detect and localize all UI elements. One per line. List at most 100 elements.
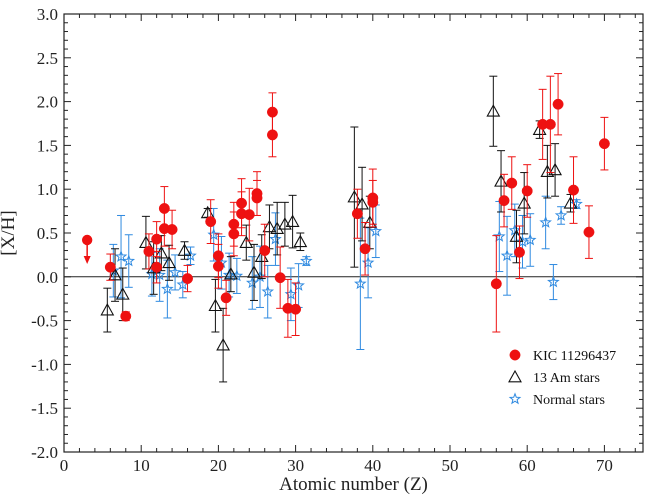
data-point [355,196,370,210]
legend-label: KIC 11296437 [533,349,616,364]
legend-label: 13 Am stars [533,371,600,386]
data-point [261,285,275,298]
data-point [114,250,128,263]
data-point [269,232,282,245]
data-point [293,234,308,248]
data-point [351,208,363,220]
data-point [251,192,263,204]
data-point [120,310,132,322]
data-point [292,278,305,291]
data-point [216,337,231,351]
data-point [223,267,238,280]
data-point [284,287,298,300]
data-point [514,246,525,258]
data-point [151,261,163,273]
data-point [359,243,371,255]
y-tick-label: -1.5 [31,399,58,418]
data-point [245,276,259,289]
data-point [369,224,383,237]
data-point [544,118,556,130]
data-point [516,235,529,248]
legend-marker [508,392,522,405]
data-point [300,254,313,267]
x-tick-label: 50 [442,456,459,475]
data-point [184,249,197,262]
series-filled-circle [104,73,610,338]
x-tick-label: 30 [287,456,304,475]
data-point [521,185,533,197]
data-point [548,162,563,176]
data-point [259,245,271,256]
data-point [490,278,502,290]
data-point [523,233,537,246]
data-point [182,273,193,285]
data-point [143,245,155,257]
y-tick-label: 1.0 [37,180,58,199]
data-point [539,215,552,228]
series-open-star [107,195,583,351]
data-point [108,267,122,281]
data-point [500,249,514,262]
data-point [290,303,302,315]
data-point [162,255,177,269]
x-tick-label: 60 [519,456,536,475]
legend-marker [508,369,522,383]
data-point [270,221,285,234]
data-point [220,292,232,304]
data-point [493,229,506,242]
data-point [583,226,595,238]
upper-limit-arrow-head [83,256,91,265]
data-point [115,287,130,300]
y-tick-label: 2.5 [37,49,58,68]
data-point [554,208,568,221]
data-point [552,98,564,110]
data-point [274,272,286,284]
data-point [239,235,254,248]
data-point [568,184,579,196]
upper-limit-point [81,234,93,246]
y-tick-label: 0.5 [37,224,58,243]
legend-marker [509,349,521,361]
plot-frame [63,13,644,453]
data-point [151,233,163,245]
data-point [161,282,174,295]
legend-label: Normal stars [533,393,605,408]
x-tick-label: 0 [60,456,69,475]
data-point [486,104,501,117]
data-point [177,243,192,256]
data-point [228,228,240,240]
data-point [168,265,182,278]
data-point [354,277,367,290]
data-point [205,216,217,228]
y-axis-title: [X/H] [0,210,19,255]
data-point [598,138,610,150]
data-point [166,224,178,235]
data-point [498,195,510,207]
x-tick-label: 40 [364,456,381,475]
data-point [247,265,261,278]
y-tick-label: 1.5 [37,136,58,155]
legend: KIC 11296437 13 Am stars Normal stars [508,349,616,408]
data-point [212,260,224,272]
data-point [122,254,136,267]
y-tick-label: 0.0 [37,268,58,287]
data-point [100,302,115,316]
y-tick-label: -1.0 [31,355,58,374]
marks-layer [81,73,610,383]
x-tick-label: 70 [596,456,613,475]
x-tick-label: 20 [210,456,227,475]
data-point [506,177,518,189]
data-point [243,209,255,221]
data-point [208,298,223,312]
data-point [104,261,116,273]
y-tick-label: 2.0 [37,93,58,112]
data-point [207,228,220,241]
data-point [154,246,169,259]
axes-layer: 0 10 20 30 40 50 60 70 -2.0 -1.5 -1.0 -0.5 0.0 0.5 1.0… [0,5,644,495]
y-tick-label: -2.0 [31,443,58,462]
x-tick-label: 10 [133,456,150,475]
y-tick-label: 3.0 [37,5,58,24]
data-point [285,214,300,227]
x-axis-title: Atomic number (Z) [279,474,428,495]
data-point [262,219,277,233]
